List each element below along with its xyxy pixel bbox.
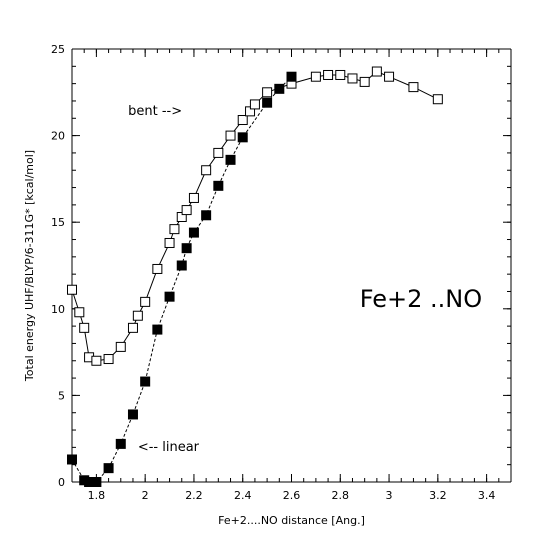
filled-square-point <box>201 210 212 221</box>
open-square-point <box>237 115 248 126</box>
filled-square-point <box>164 291 175 302</box>
filled-square-point <box>140 376 151 387</box>
open-square-point <box>115 341 126 352</box>
open-square-point <box>225 130 236 141</box>
axes: 1.8 2 2.2 2.4 2.6 2.8 3 3.2 3.4 0 5 10 15 20 25 Fe+2...… <box>23 43 512 527</box>
x-tick-label: 2.4 <box>234 489 252 502</box>
open-square-point <box>213 147 224 158</box>
y-tick-label: 0 <box>58 476 65 489</box>
open-square-point <box>384 71 395 82</box>
open-square-point <box>371 66 382 77</box>
open-square-point <box>323 69 334 80</box>
open-square-point <box>181 205 192 216</box>
filled-square-point <box>91 477 102 487</box>
filled-square-point <box>181 243 192 254</box>
x-axis-title: Fe+2....NO distance [Ang.] <box>218 514 365 527</box>
annotations: bent --> <-- linear Fe+2 ..NO <box>128 104 482 455</box>
filled-square-point <box>237 132 248 143</box>
open-square-point <box>335 69 346 80</box>
open-square-point <box>432 94 443 105</box>
x-tick-label: 2.8 <box>332 489 350 502</box>
open-square-point <box>262 87 273 98</box>
open-square-point <box>74 307 85 318</box>
series-layer <box>67 66 443 487</box>
open-square-point <box>169 224 180 235</box>
x-tick-label: 3 <box>386 489 393 502</box>
annotation-bent: bent --> <box>128 104 182 119</box>
filled-square-point <box>152 324 163 335</box>
y-tick-label: 25 <box>51 43 65 56</box>
filled-square-point <box>127 409 138 420</box>
filled-square-point <box>103 463 114 474</box>
open-square-point <box>152 263 163 274</box>
y-tick-label: 20 <box>51 130 65 143</box>
y-tick-label: 5 <box>58 389 65 402</box>
x-tick-label: 1.8 <box>88 489 106 502</box>
filled-square-point <box>67 454 77 465</box>
open-square-point <box>408 82 419 93</box>
open-square-point <box>347 73 358 84</box>
open-square-point <box>103 354 114 365</box>
filled-square-point <box>213 180 224 191</box>
open-square-point <box>359 76 370 87</box>
open-square-point <box>188 192 199 203</box>
open-square-point <box>67 284 77 295</box>
series-line <box>71 76 292 483</box>
y-tick-label: 10 <box>51 303 65 316</box>
open-square-point <box>91 355 102 366</box>
open-square-point <box>201 165 212 176</box>
x-tick-label: 3.4 <box>478 489 496 502</box>
annotation-linear: <-- linear <box>138 440 200 455</box>
open-square-point <box>164 237 175 248</box>
x-tick-label: 2.2 <box>185 489 203 502</box>
filled-square-point <box>262 97 273 108</box>
x-tick-label: 2 <box>142 489 149 502</box>
open-square-point <box>132 310 143 321</box>
filled-square-point <box>286 71 297 82</box>
filled-square-point <box>115 438 126 449</box>
filled-square-point <box>176 260 187 271</box>
series-1 <box>67 71 297 487</box>
open-square-point <box>310 71 321 82</box>
open-square-point <box>249 99 260 110</box>
series-0 <box>67 66 443 366</box>
open-square-point <box>140 296 151 307</box>
filled-square-point <box>274 83 285 94</box>
x-tick-label: 3.2 <box>429 489 447 502</box>
open-square-point <box>79 322 90 333</box>
open-square-point <box>127 322 138 333</box>
filled-square-point <box>225 154 236 165</box>
y-tick-label: 15 <box>51 216 65 229</box>
y-axis-title: Total energy UHF/BLYP/6-311G* [kcal/mol] <box>23 150 36 382</box>
x-tick-label: 2.6 <box>283 489 301 502</box>
annotation-fe-no: Fe+2 ..NO <box>360 285 482 313</box>
filled-square-point <box>188 227 199 238</box>
